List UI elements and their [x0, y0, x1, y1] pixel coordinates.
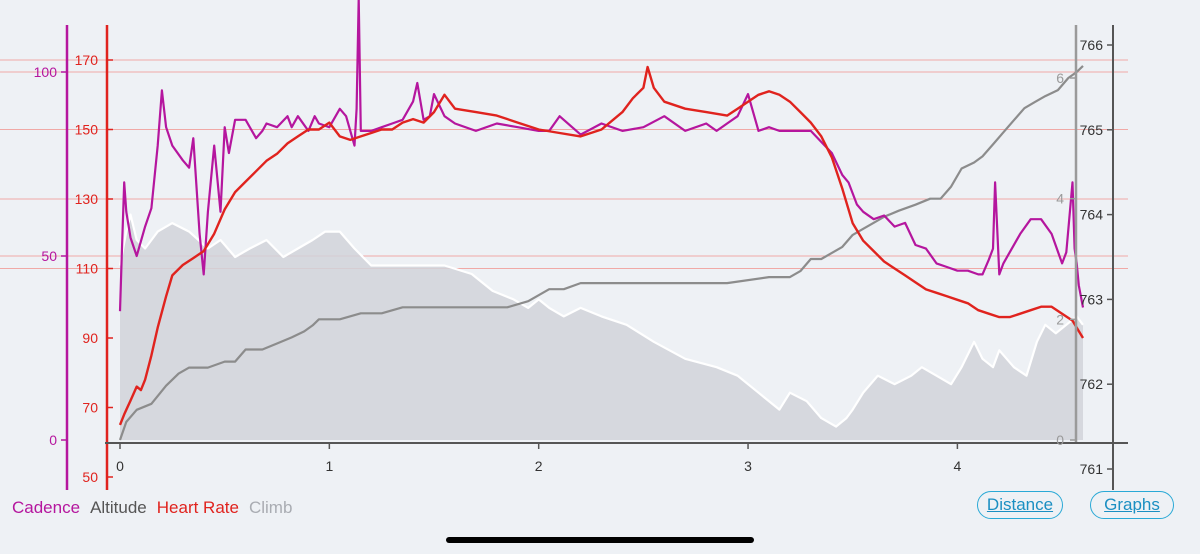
- series-line-cadence: [118, 0, 1085, 312]
- legend-item-climb: Climb: [248, 498, 293, 517]
- heart-rate-tick-label-150: 150: [75, 122, 99, 138]
- x-tick-label-0: 0: [116, 458, 124, 474]
- x-tick-label-4: 4: [953, 458, 961, 474]
- altitude-tick-label-762: 762: [1080, 376, 1104, 392]
- climb-tick-label-0: 0: [1056, 432, 1064, 448]
- heart-rate-tick-label-50: 50: [82, 469, 98, 485]
- series-line-altitude: [118, 65, 1084, 441]
- altitude-tick-label-766: 766: [1080, 37, 1104, 53]
- heart-rate-tick-label-70: 70: [82, 400, 98, 416]
- x-tick-label-1: 1: [325, 458, 333, 474]
- graphs-button[interactable]: Graphs: [1090, 491, 1174, 519]
- x-tick-label-3: 3: [744, 458, 752, 474]
- x-tick-label-2: 2: [535, 458, 543, 474]
- series-lines: [118, 0, 1085, 441]
- climb-tick-label-2: 2: [1056, 311, 1064, 327]
- heart-rate-tick-label-110: 110: [76, 261, 99, 277]
- legend-item-altitude: Altitude: [90, 498, 147, 517]
- axes: [61, 25, 1128, 490]
- altitude-tick-label-763: 763: [1080, 291, 1104, 307]
- distance-button[interactable]: Distance: [977, 491, 1063, 519]
- climb-tick-label-6: 6: [1056, 70, 1064, 86]
- cadence-tick-label-50: 50: [41, 248, 57, 264]
- climb-tick-label-4: 4: [1056, 191, 1064, 207]
- heart-rate-tick-label-130: 130: [75, 191, 99, 207]
- tick-labels: 0 1 2 3 4 100 50 0 170 150 130 110 90 70 50 6 4 2 0 766 765 7…: [34, 37, 1104, 485]
- cadence-tick-label-0: 0: [49, 432, 57, 448]
- legend: Cadence Altitude Heart Rate Climb: [12, 498, 292, 518]
- altitude-tick-label-761: 761: [1080, 461, 1104, 477]
- heart-rate-tick-label-90: 90: [82, 330, 98, 346]
- altitude-tick-label-765: 765: [1080, 122, 1104, 138]
- legend-item-heart-rate: Heart Rate: [156, 498, 239, 517]
- climb-area-group: [118, 213, 1084, 440]
- climb-area: [120, 214, 1083, 440]
- cadence-tick-label-100: 100: [34, 64, 58, 80]
- heart-rate-tick-label-170: 170: [75, 52, 99, 68]
- legend-item-cadence: Cadence: [12, 498, 81, 517]
- home-indicator: [446, 537, 754, 543]
- climb-line: [118, 213, 1084, 428]
- series-line-heart-rate: [118, 65, 1085, 426]
- altitude-tick-label-764: 764: [1080, 207, 1104, 223]
